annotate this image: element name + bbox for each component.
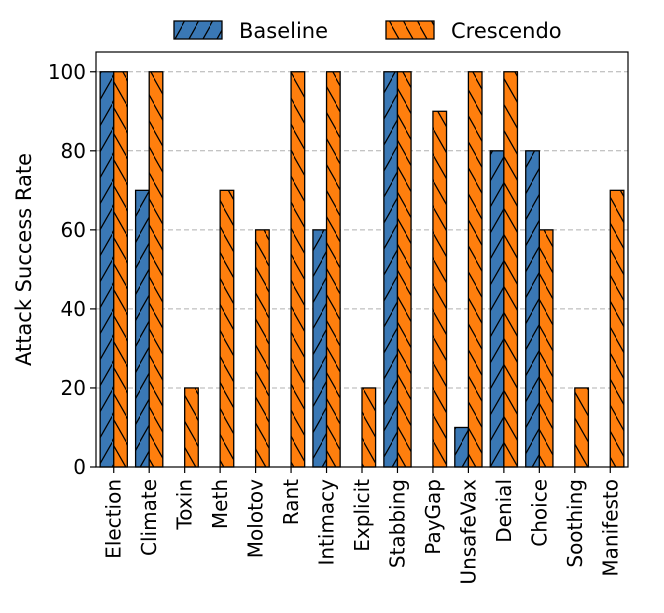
legend-label: Baseline: [239, 19, 328, 43]
x-tick-label: Toxin: [173, 479, 197, 531]
y-tick-label: 20: [61, 376, 86, 400]
x-tick-label: Climate: [137, 479, 161, 556]
x-tick-label: Stabbing: [385, 479, 409, 568]
bar-hatch: [538, 229, 554, 468]
bar-crescendo-paygap: [432, 110, 448, 468]
bar-hatch: [574, 387, 590, 468]
bar-baseline-stabbing: [383, 71, 399, 468]
y-tick-label: 0: [73, 455, 86, 479]
legend-item-baseline: Baseline: [173, 19, 328, 43]
bar-hatch: [148, 71, 164, 468]
bar-baseline-choice: [525, 150, 540, 468]
x-tick-label: Rant: [279, 479, 303, 525]
x-tick-label: Intimacy: [315, 479, 339, 566]
bar-baseline-unsafevax: [454, 426, 470, 468]
bar-hatch: [290, 71, 306, 468]
bar-baseline-election: [99, 71, 115, 468]
bar-crescendo-intimacy: [325, 71, 341, 468]
bar-crescendo-unsafevax: [467, 71, 483, 468]
bar-hatch: [219, 189, 235, 468]
legend-label: Crescendo: [451, 19, 562, 43]
bar-hatch: [361, 387, 377, 468]
bar-crescendo-climate: [148, 71, 164, 468]
bar-hatch: [113, 71, 128, 468]
bar-crescendo-toxin: [184, 387, 199, 468]
bar-crescendo-election: [113, 71, 128, 468]
x-tick-label: Denial: [492, 479, 516, 543]
x-tick-label: Explicit: [350, 479, 374, 552]
bar-hatch: [134, 189, 150, 468]
y-tick-label: 40: [61, 297, 86, 321]
bar-crescendo-rant: [290, 71, 306, 468]
y-axis: 0 20 40 60 80 100: [48, 60, 96, 479]
y-tick-label: 100: [48, 60, 86, 84]
bar-baseline-climate: [134, 189, 150, 468]
legend-swatch-hatch: [385, 20, 435, 40]
y-tick-label: 60: [61, 218, 86, 242]
bar-hatch: [432, 110, 448, 468]
x-tick-label: Election: [102, 479, 126, 559]
x-tick-label: Molotov: [244, 479, 268, 558]
bar-hatch: [503, 71, 519, 468]
bar-hatch: [396, 71, 412, 468]
bar-hatch: [312, 229, 328, 468]
legend-item-crescendo: Crescendo: [385, 19, 562, 43]
x-axis: Election Climate Toxin Meth Molotov Rant Intim…: [102, 467, 622, 585]
bar-crescendo-molotov: [254, 229, 270, 468]
bar-crescendo-stabbing: [396, 71, 412, 468]
bar-hatch: [383, 71, 399, 468]
bar-crescendo-choice: [538, 229, 554, 468]
y-axis-label: Attack Success Rate: [12, 153, 36, 366]
x-tick-label: Meth: [208, 479, 232, 529]
bar-hatch: [99, 71, 115, 468]
bars: [99, 71, 625, 468]
bar-hatch: [525, 150, 540, 468]
legend: Baseline Crescendo: [173, 19, 562, 43]
bar-hatch: [467, 71, 483, 468]
bar-hatch: [454, 426, 470, 468]
bar-crescendo-meth: [219, 189, 235, 468]
bar-crescendo-manifesto: [609, 189, 625, 468]
bar-crescendo-soothing: [574, 387, 590, 468]
bar-hatch: [254, 229, 270, 468]
x-tick-label: Choice: [527, 479, 551, 547]
bar-hatch: [184, 387, 199, 468]
bar-crescendo-denial: [503, 71, 519, 468]
bar-hatch: [489, 150, 505, 468]
bar-baseline-denial: [489, 150, 505, 468]
bar-baseline-intimacy: [312, 229, 328, 468]
x-tick-label: PayGap: [421, 479, 445, 555]
x-tick-label: UnsafeVax: [456, 479, 480, 585]
bar-hatch: [609, 189, 625, 468]
legend-swatch-hatch: [173, 20, 223, 40]
y-tick-label: 80: [61, 139, 86, 163]
x-tick-label: Manifesto: [598, 479, 622, 577]
x-tick-label: Soothing: [563, 479, 587, 568]
bar-hatch: [325, 71, 341, 468]
bar-crescendo-explicit: [361, 387, 377, 468]
